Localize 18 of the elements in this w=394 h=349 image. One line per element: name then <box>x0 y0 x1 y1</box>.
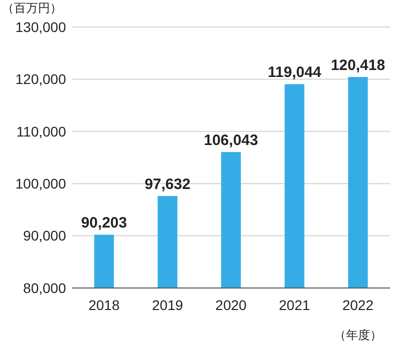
y-tick-label: 80,000 <box>23 280 66 296</box>
x-axis-title: （年度） <box>334 328 382 342</box>
x-tick-label: 2021 <box>278 297 310 313</box>
x-tick-label: 2018 <box>88 297 120 313</box>
y-tick-label: 100,000 <box>15 176 66 192</box>
y-tick-label: 90,000 <box>23 228 66 244</box>
y-tick-label: 110,000 <box>16 123 66 140</box>
y-axis-title: （百万円） <box>2 1 62 15</box>
data-label: 90,203 <box>81 214 127 232</box>
y-tick-label: 130,000 <box>15 18 66 35</box>
x-tick-label: 2020 <box>215 297 247 313</box>
data-label: 119,044 <box>268 64 322 82</box>
x-tick-label: 2019 <box>152 297 184 313</box>
data-label: 106,043 <box>204 132 258 150</box>
x-tick-label: 2022 <box>342 297 374 313</box>
y-tick-label: 120,000 <box>15 71 66 88</box>
data-label: 120,418 <box>330 57 386 74</box>
data-label: 97,632 <box>144 176 190 193</box>
